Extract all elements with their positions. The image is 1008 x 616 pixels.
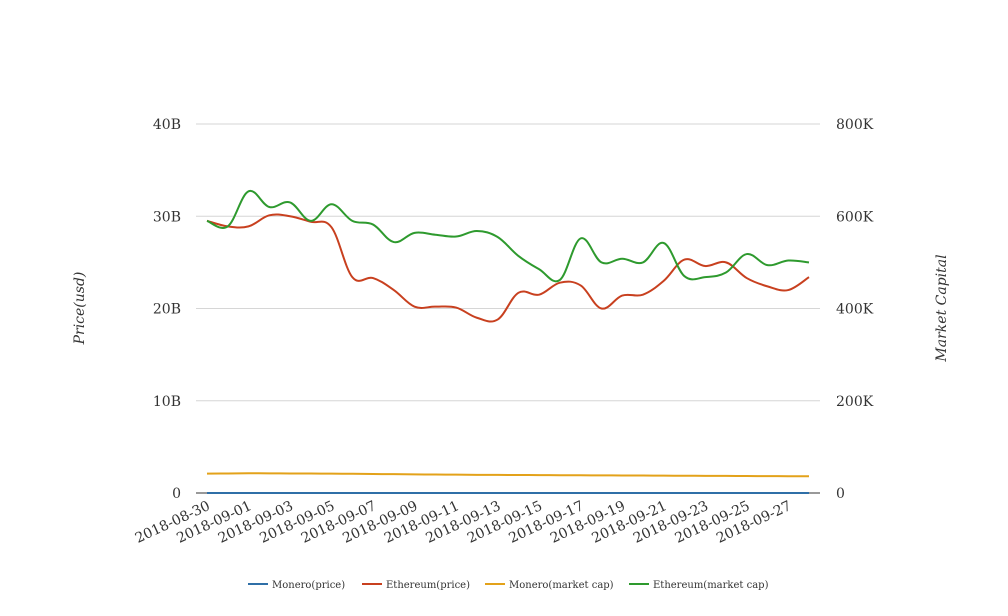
left-tick-label: 20B xyxy=(153,302,181,318)
series-line-monero-market-cap xyxy=(206,472,810,478)
x-axis-ticks: 2018-08-302018-09-012018-09-032018-09-05… xyxy=(133,498,794,547)
left-tick-label: 0 xyxy=(172,486,181,502)
series-line-ethereum-price xyxy=(206,213,810,323)
left-y-axis-ticks: 0 10B 20B 30B 40B xyxy=(153,117,181,502)
gridlines xyxy=(196,123,820,402)
left-tick-label: 40B xyxy=(153,117,181,133)
series-lines xyxy=(206,189,810,495)
legend-label: Ethereum(price) xyxy=(386,580,470,591)
right-tick-label: 400K xyxy=(836,302,874,318)
right-tick-label: 800K xyxy=(836,117,874,133)
left-tick-label: 10B xyxy=(153,394,181,410)
right-tick-label: 0 xyxy=(836,486,845,502)
right-tick-label: 600K xyxy=(836,209,874,225)
series-line-ethereum-market-cap xyxy=(206,189,810,283)
right-tick-label: 200K xyxy=(836,394,874,410)
legend-label: Monero(market cap) xyxy=(509,580,614,591)
left-axis-title: Price(usd) xyxy=(72,272,88,346)
right-y-axis-ticks: 0 200K 400K 600K 800K xyxy=(836,117,874,502)
legend: Monero(price) Ethereum(price) Monero(marke… xyxy=(248,580,769,591)
left-tick-label: 30B xyxy=(153,209,181,225)
right-axis-title: Market Capital xyxy=(934,254,950,362)
legend-label: Monero(price) xyxy=(272,580,345,591)
legend-label: Ethereum(market cap) xyxy=(653,580,769,591)
